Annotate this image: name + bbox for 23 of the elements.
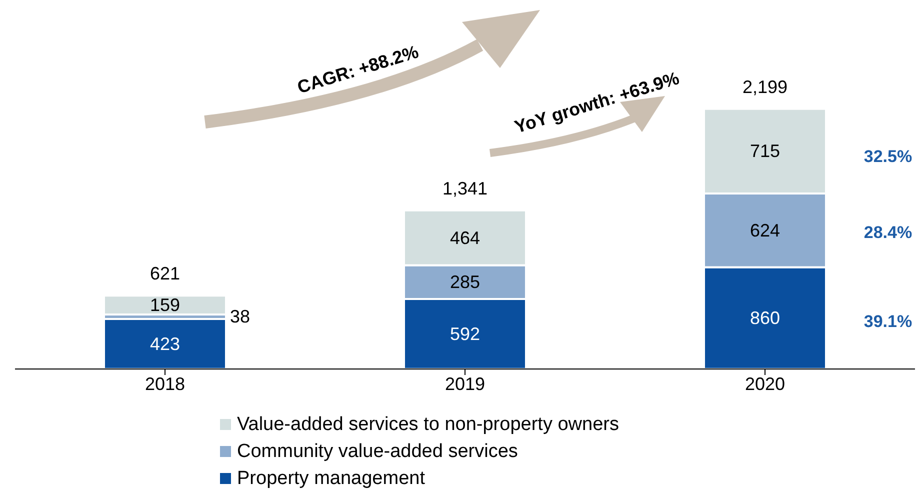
data-label: 592 <box>450 324 480 344</box>
annotation: 28.4% <box>864 223 912 243</box>
data-label: 860 <box>750 308 780 328</box>
legend-label: Community value-added services <box>237 440 518 464</box>
annotation: 32.5% <box>864 147 912 167</box>
data-label: 464 <box>450 228 480 248</box>
data-label: 38 <box>230 306 250 327</box>
data-label: 715 <box>750 141 780 162</box>
total-label: 1,341 <box>442 178 488 198</box>
legend-label: Value-added services to non-property owners <box>237 413 619 437</box>
total-label: 621 <box>150 264 180 284</box>
data-label: 285 <box>450 272 480 292</box>
data-label: 624 <box>750 220 780 240</box>
total-label: 2,199 <box>742 76 788 97</box>
legend-label: Property management <box>237 467 425 491</box>
data-label: 423 <box>150 334 180 354</box>
data-label: 159 <box>150 295 180 316</box>
x-tick-label: 2019 <box>444 374 486 394</box>
annotation: 39.1% <box>864 312 912 332</box>
x-tick-label: 2020 <box>744 374 786 394</box>
text: CAGR: +88.2% <box>294 42 422 98</box>
annotation: YoY growth: +63.9% <box>512 68 682 138</box>
x-tick-label: 2018 <box>144 374 186 394</box>
